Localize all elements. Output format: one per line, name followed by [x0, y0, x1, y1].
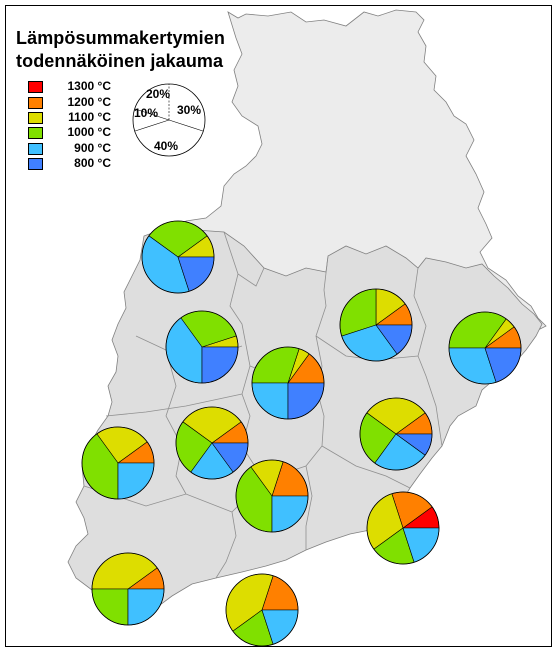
legend-swatch-1100	[28, 112, 43, 124]
pie-southwest	[91, 552, 165, 626]
legend-label-900: 900 °C	[74, 141, 111, 155]
legend-item-1200: 1200 °C	[28, 95, 111, 110]
legend-label-1300: 1300 °C	[67, 79, 112, 93]
map-title-line1: Lämpösummakertymien	[16, 28, 225, 48]
legend-swatch-800	[28, 158, 43, 170]
pie-uusimaa-outline	[225, 573, 299, 646]
pie-uusimaa	[225, 573, 299, 646]
example-pie-divider-3	[168, 119, 204, 132]
legend-swatch-900	[28, 143, 43, 155]
legend-label-1000: 1000 °C	[67, 125, 112, 139]
finland-map: 20% 30% 40% 10%	[67, 9, 547, 646]
legend-swatch-1000	[28, 127, 43, 139]
map-title-line2: todennäköinen jakauma	[16, 51, 224, 71]
pie-east	[448, 311, 522, 385]
pie-savo	[359, 397, 433, 471]
pie-karelia-south	[366, 491, 440, 565]
legend-label-1100: 1100 °C	[68, 110, 111, 124]
legend-item-1000: 1000 °C	[28, 125, 111, 140]
pie-southwest-slice-1000	[91, 588, 129, 626]
example-pie-label-4: 10%	[134, 106, 158, 120]
pie-central-outline	[251, 346, 325, 420]
legend-label-800: 800 °C	[74, 156, 111, 170]
example-pie-divider-1	[134, 108, 170, 121]
pie-north	[141, 220, 215, 294]
pie-west-upper	[165, 310, 239, 384]
pie-west-middle-outline	[81, 426, 155, 500]
example-pie-label-1: 20%	[146, 87, 170, 101]
pies-layer	[81, 220, 522, 646]
map-frame: 20% 30% 40% 10% Lämpösummakertymien todennä…	[5, 5, 552, 647]
legend-item-800: 800 °C	[28, 156, 111, 171]
pie-west-middle	[81, 426, 155, 500]
pie-central-south	[175, 406, 249, 480]
example-pie-label-2: 30%	[177, 103, 201, 117]
example-pie: 20% 30% 40% 10%	[132, 83, 206, 157]
pie-hame-outline	[235, 459, 309, 533]
pie-savo-outline	[359, 397, 433, 471]
pie-north-outline	[141, 220, 215, 294]
legend-swatch-1200	[28, 97, 43, 109]
example-pie-label-3: 40%	[154, 139, 178, 153]
pie-hame	[235, 459, 309, 533]
pie-southwest-slice-900	[127, 588, 165, 626]
pie-northeast	[339, 288, 413, 362]
pie-northeast-outline	[339, 288, 413, 362]
pie-central-south-outline	[175, 406, 249, 480]
legend-item-900: 900 °C	[28, 141, 111, 156]
finland-south-land	[67, 227, 543, 609]
pie-east-outline	[448, 311, 522, 385]
pie-central	[251, 346, 325, 420]
legend-item-1300: 1300 °C	[28, 79, 111, 94]
legend-swatch-1300	[28, 81, 43, 93]
pie-west-upper-outline	[165, 310, 239, 384]
example-pie-divider-4	[134, 119, 170, 132]
pie-karelia-south-outline	[366, 491, 440, 565]
legend-label-1200: 1200 °C	[67, 95, 112, 109]
legend-item-1100: 1100 °C	[28, 110, 111, 125]
pie-southwest-outline	[91, 552, 165, 626]
